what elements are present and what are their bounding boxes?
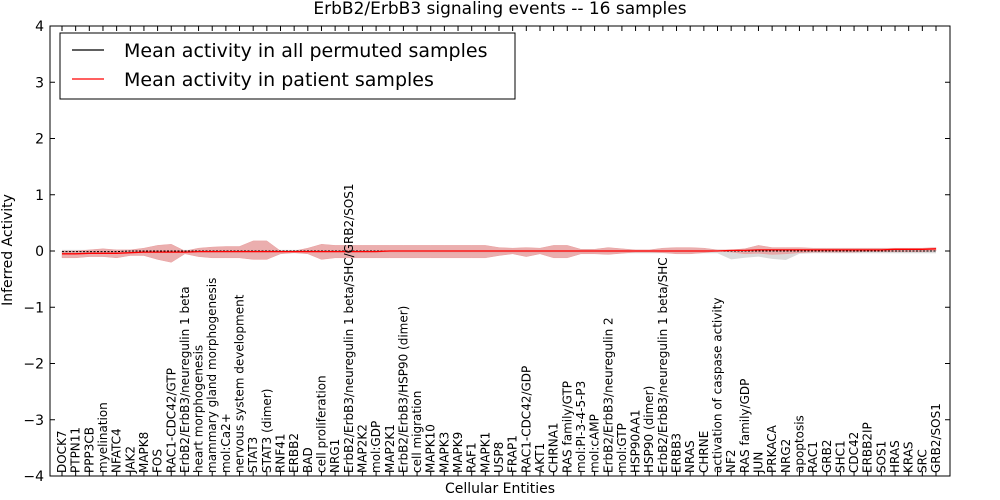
legend: Mean activity in all permuted samples Me… bbox=[59, 32, 516, 100]
y-tick-label: −4 bbox=[23, 469, 44, 485]
y-tick-label: 2 bbox=[35, 132, 44, 148]
x-tick-label: AKT1 bbox=[533, 443, 547, 473]
series-layer bbox=[62, 248, 937, 255]
chart-title: ErbB2/ErbB3 signaling events -- 16 sampl… bbox=[313, 0, 686, 19]
x-tick-label: JAK2 bbox=[123, 446, 137, 474]
x-tick-label: ERBB3 bbox=[670, 433, 684, 473]
x-tick-label: STAT3 (dimer) bbox=[260, 389, 274, 473]
series-line-patient bbox=[62, 248, 937, 255]
x-axis-label: Cellular Entities bbox=[445, 481, 555, 497]
x-tick-label: PTPN11 bbox=[69, 427, 83, 473]
x-tick-label: mol:cAMP bbox=[588, 414, 602, 473]
x-tick-label: PRKACA bbox=[765, 424, 779, 473]
x-tick-label: RAC1-CDC42/GDP bbox=[519, 366, 533, 473]
x-tick-label: MAP2K1 bbox=[383, 424, 397, 473]
x-tick-label: STAT3 bbox=[246, 437, 260, 473]
x-tick-label: RAS family/GDP bbox=[738, 379, 752, 473]
x-tick-label: cell proliferation bbox=[314, 375, 328, 473]
x-tick-label: GRB2/SOS1 bbox=[929, 403, 943, 473]
x-tick-label: MAPK10 bbox=[424, 424, 438, 473]
x-tick-label: mammary gland morphogenesis bbox=[205, 278, 219, 473]
x-tick-label: GRB2 bbox=[820, 439, 834, 473]
x-tick-label: NF2 bbox=[724, 449, 738, 473]
y-tick-label: −3 bbox=[23, 413, 44, 429]
x-tick-label: activation of caspase activity bbox=[711, 298, 725, 473]
x-tick-label: ErbB2/ErbB3/HSP90 (dimer) bbox=[396, 306, 410, 473]
x-tick-label: apoptosis bbox=[792, 415, 806, 473]
legend-label-patient: Mean activity in patient samples bbox=[124, 69, 434, 91]
x-tick-label: ErbB2/ErbB3/neuregulin 1 beta bbox=[178, 286, 192, 473]
x-tick-label: ERBB2IP bbox=[861, 422, 875, 473]
x-tick-label: ErbB2/ErbB3/neuregulin 1 beta/SHC/GRB2/S… bbox=[342, 183, 356, 473]
x-tick-label: MAPK9 bbox=[451, 432, 465, 473]
x-tick-label: NRAS bbox=[683, 440, 697, 473]
x-tick-label: mol:GDP bbox=[369, 421, 383, 473]
x-tick-label: JUN bbox=[751, 452, 765, 474]
x-tick-label: BAD bbox=[301, 447, 315, 473]
x-tick-label: MAPK1 bbox=[478, 432, 492, 473]
series-line-permuted bbox=[62, 250, 936, 253]
y-tick-label: 4 bbox=[35, 19, 44, 35]
x-tick-label: USP8 bbox=[492, 442, 506, 473]
x-tick-label: RAF1 bbox=[465, 442, 479, 473]
x-tick-label: SHC1 bbox=[833, 440, 847, 473]
y-tick-label: −2 bbox=[23, 357, 44, 373]
x-tick-label: MAPK8 bbox=[137, 432, 151, 473]
x-tick-label: RAC1 bbox=[806, 441, 820, 473]
x-tick-label: ErbB2/ErbB3/neuregulin 2 bbox=[601, 317, 615, 473]
x-tick-label: SRC bbox=[915, 449, 929, 473]
x-tick-label: CHRNA1 bbox=[547, 422, 561, 473]
x-tick-label: KRAS bbox=[902, 441, 916, 473]
x-tick-label: NFATC4 bbox=[110, 428, 124, 473]
x-tick-label: RAS family/GTP bbox=[560, 381, 574, 473]
x-tick-label: myelination bbox=[96, 402, 110, 473]
x-tick-label: NRG1 bbox=[328, 439, 342, 473]
y-tick-label: −1 bbox=[23, 300, 44, 316]
x-tick-label: HSP90 (dimer) bbox=[642, 386, 656, 473]
x-tick-label: nervous system development bbox=[233, 294, 247, 473]
x-tick-label: FOS bbox=[151, 449, 165, 473]
x-tick-label: HRAS bbox=[888, 440, 902, 473]
x-tick-label: ErbB2/ErbB3/neuregulin 1 beta/SHC bbox=[656, 257, 670, 473]
x-tick-label: heart morphogenesis bbox=[192, 345, 206, 473]
x-tick-label: FRAP1 bbox=[506, 435, 520, 473]
x-tick-label: PPP3CB bbox=[82, 427, 96, 473]
x-tick-label: mol:GTP bbox=[615, 423, 629, 473]
x-tick-label: mol:PI-3-4-5-P3 bbox=[574, 381, 588, 473]
legend-label-permuted: Mean activity in all permuted samples bbox=[124, 40, 487, 62]
x-tick-label: RNF41 bbox=[274, 434, 288, 474]
x-tick-label: ERBB2 bbox=[287, 433, 301, 473]
x-tick-label: MAP2K2 bbox=[355, 424, 369, 473]
x-ticks: DOCK7 PTPN11 PPP3CB myelination NFATC4 JAK2 MA… bbox=[55, 26, 943, 476]
y-tick-label: 0 bbox=[35, 244, 44, 260]
x-tick-label: cell migration bbox=[410, 391, 424, 473]
x-tick-label: SOS1 bbox=[874, 441, 888, 473]
x-tick-label: mol:Ca2+ bbox=[219, 413, 233, 473]
x-tick-label: MAPK3 bbox=[437, 432, 451, 473]
y-ticks: −4 −3 −2 −1 0 1 2 3 4 bbox=[23, 19, 950, 485]
y-axis-label: Inferred Activity bbox=[0, 194, 16, 306]
y-tick-label: 3 bbox=[35, 75, 44, 91]
x-tick-label: CDC42 bbox=[847, 432, 861, 473]
x-tick-label: DOCK7 bbox=[55, 430, 69, 473]
x-tick-label: NRG2 bbox=[779, 439, 793, 473]
x-tick-label: HSP90AA1 bbox=[629, 409, 643, 473]
y-tick-label: 1 bbox=[35, 188, 44, 204]
x-tick-label: RAC1-CDC42/GTP bbox=[164, 368, 178, 473]
legend-box bbox=[59, 32, 516, 100]
x-tick-label: CHRNE bbox=[697, 431, 711, 473]
